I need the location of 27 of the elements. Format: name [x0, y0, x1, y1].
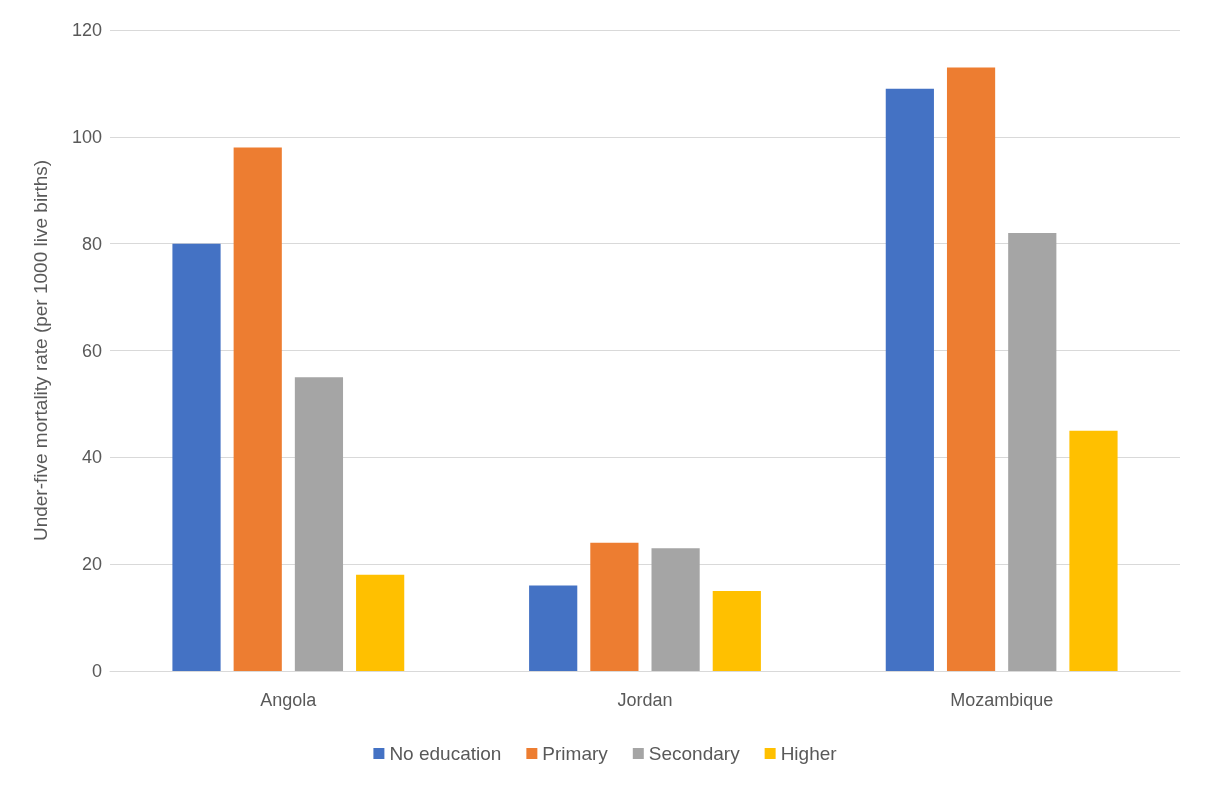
bar	[172, 243, 221, 671]
bar	[233, 147, 282, 671]
bar	[294, 377, 344, 671]
y-tick-label: 120	[71, 20, 102, 40]
bar	[651, 548, 700, 671]
bar	[946, 67, 996, 671]
bar	[885, 88, 934, 671]
bar	[712, 590, 761, 671]
legend-label: Primary	[542, 743, 609, 764]
legend-label: No education	[389, 743, 502, 764]
bar	[1008, 232, 1057, 671]
bar	[529, 585, 578, 671]
y-tick-label: 60	[81, 340, 102, 361]
y-tick-label: 0	[91, 661, 102, 681]
x-tick-label: Mozambique	[950, 690, 1054, 710]
bar	[356, 574, 405, 671]
bar	[1069, 430, 1118, 671]
y-tick-label: 20	[81, 554, 102, 575]
x-tick-label: Angola	[260, 690, 318, 710]
x-tick-label: Jordan	[617, 690, 673, 710]
legend-label: Secondary	[648, 743, 741, 764]
y-axis-title: Under-five mortality rate (per 1000 live births)	[30, 159, 51, 542]
bar	[590, 542, 639, 671]
y-tick-label: 100	[71, 126, 102, 147]
y-tick-label: 80	[81, 233, 102, 254]
legend-label: Higher	[780, 743, 838, 764]
y-tick-label: 40	[81, 447, 102, 468]
